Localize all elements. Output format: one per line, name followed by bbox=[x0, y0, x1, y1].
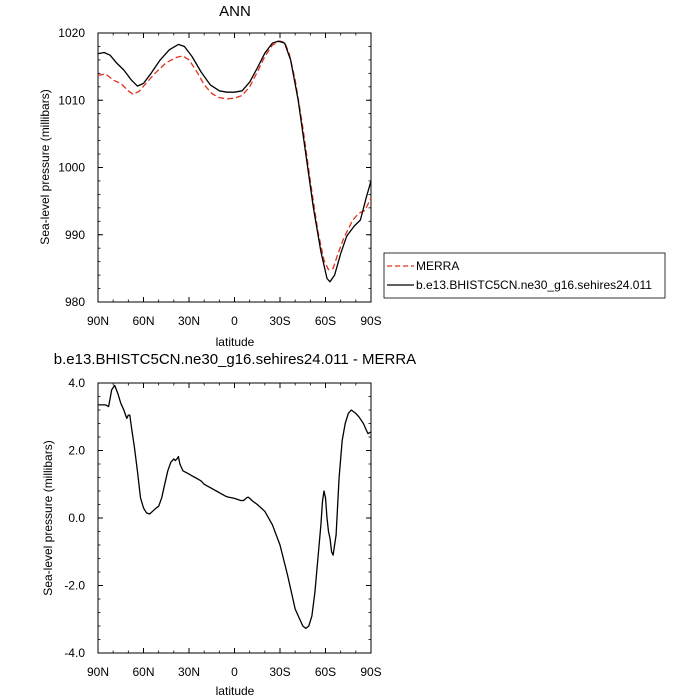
legend-box bbox=[383, 252, 666, 299]
legend-model-label: b.e13.BHISTC5CN.ne30_g16.sehires24.011 bbox=[416, 278, 652, 292]
bottom-y-tick-label: -4.0 bbox=[64, 646, 85, 660]
bottom-y-tick-label: 0.0 bbox=[68, 511, 85, 525]
top-x-tick-label: 0 bbox=[231, 314, 238, 328]
bottom-series-line-0 bbox=[98, 384, 372, 630]
legend-merra-label: MERRA bbox=[416, 259, 459, 273]
bottom-x-tick-label: 30N bbox=[178, 665, 200, 679]
top-x-tick-label: 60S bbox=[315, 314, 336, 328]
bottom-x-tick-label: 90S bbox=[360, 665, 381, 679]
top-y-tick-label: 1010 bbox=[58, 93, 85, 107]
bottom-y-axis-label: Sea-level pressure (millibars) bbox=[41, 440, 55, 595]
top-ticks: 90N 60N 30N 0 30S 60S 90S 980 990 1000 1010 1020 bbox=[58, 26, 381, 328]
bottom-panel: b.e13.BHISTC5CN.ne30_g16.sehires24.011 -… bbox=[41, 351, 416, 698]
top-x-tick-label: 90N bbox=[87, 314, 109, 328]
top-y-tick-label: 980 bbox=[65, 295, 85, 309]
top-x-axis-label: latitude bbox=[216, 335, 255, 349]
bottom-y-tick-label: 2.0 bbox=[68, 444, 85, 458]
top-y-tick-label: 1020 bbox=[58, 26, 85, 40]
top-plot-frame bbox=[97, 32, 372, 303]
bottom-x-tick-label: 90N bbox=[87, 665, 109, 679]
top-x-tick-label: 60N bbox=[132, 314, 154, 328]
bottom-y-tick-label: -2.0 bbox=[64, 579, 85, 593]
bottom-ticks: 90N 60N 30N 0 30S 60S 90S -4.0 -2.0 0.0 2.0 4.0 bbox=[64, 376, 381, 679]
bottom-chart-title: b.e13.BHISTC5CN.ne30_g16.sehires24.011 -… bbox=[54, 351, 416, 368]
top-y-tick-label: 990 bbox=[65, 228, 85, 242]
top-panel: ANN 90N 60N 30N 0 30S 60S 90S 980 990 1000 1010 102… bbox=[38, 3, 666, 349]
top-y-axis-label: Sea-level pressure (millibars) bbox=[38, 89, 52, 244]
bottom-x-tick-label: 60N bbox=[132, 665, 154, 679]
bottom-x-tick-label: 0 bbox=[231, 665, 238, 679]
top-chart-title: ANN bbox=[219, 3, 251, 20]
top-series-line-merra bbox=[97, 40, 372, 271]
bottom-x-axis-label: latitude bbox=[216, 684, 255, 698]
legend: MERRA b.e13.BHISTC5CN.ne30_g16.sehires24… bbox=[383, 252, 666, 299]
top-x-tick-label: 30N bbox=[178, 314, 200, 328]
top-series bbox=[97, 40, 372, 283]
bottom-x-tick-label: 60S bbox=[315, 665, 336, 679]
top-series-line-b-e13-bhistc5cn-ne30-g16-sehir bbox=[97, 40, 372, 283]
top-x-tick-label: 90S bbox=[360, 314, 381, 328]
bottom-plot-frame bbox=[97, 382, 372, 654]
bottom-series bbox=[98, 384, 372, 630]
bottom-x-tick-label: 30S bbox=[269, 665, 290, 679]
top-y-tick-label: 1000 bbox=[58, 161, 85, 175]
bottom-y-tick-label: 4.0 bbox=[68, 376, 85, 390]
top-x-tick-label: 30S bbox=[269, 314, 290, 328]
